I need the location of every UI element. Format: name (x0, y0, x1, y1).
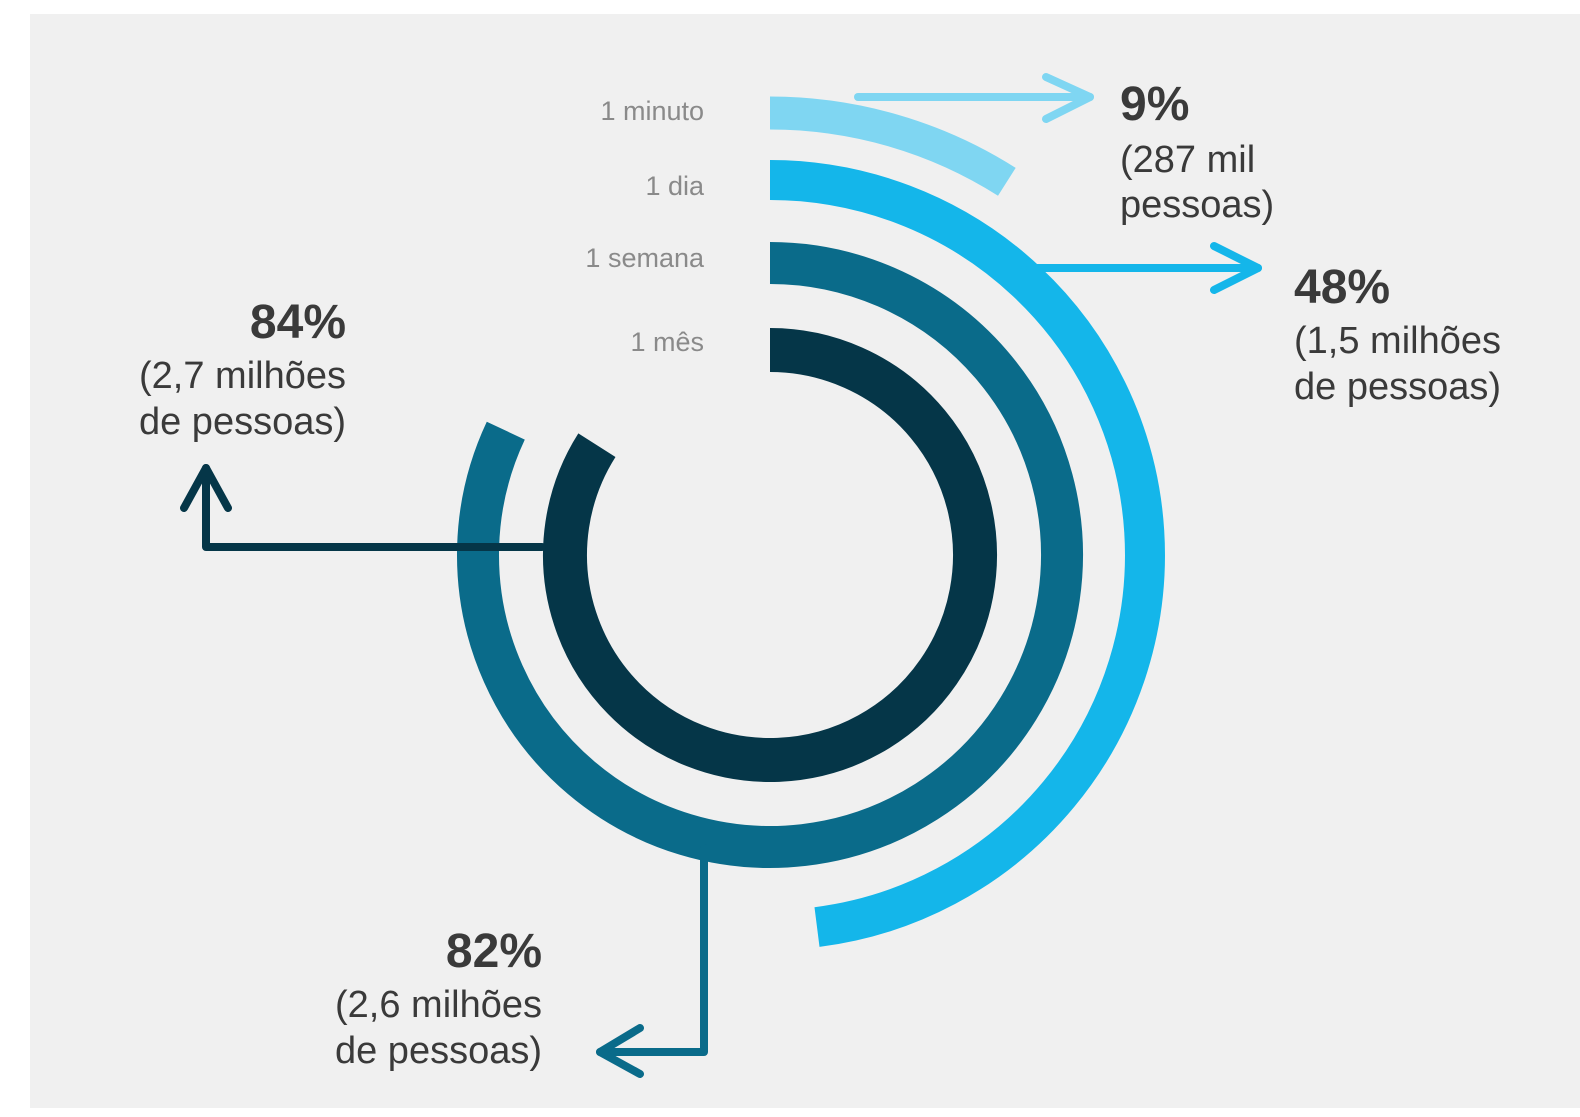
people-label-1-minuto-line-2: pessoas) (1120, 184, 1274, 226)
arrow-1-minuto (854, 73, 1094, 123)
people-label-1-dia-line-2: de pessoas) (1294, 366, 1501, 408)
people-label-1-minuto-line-1: (287 mil (1120, 139, 1255, 181)
ring-label-1-mes: 1 mês (630, 327, 704, 357)
arrow-1-semana (596, 844, 708, 1078)
ring-label-1-minuto: 1 minuto (600, 96, 704, 126)
ring-1-minuto (769, 96, 1016, 196)
ring-label-1-dia: 1 dia (645, 171, 705, 201)
ring-label-1-semana: 1 semana (585, 243, 705, 273)
people-label-1-semana-line-2: de pessoas) (335, 1030, 542, 1072)
ring-1-dia (769, 160, 1165, 947)
ring-1-semana (457, 242, 1083, 868)
people-label-1-semana-line-1: (2,6 milhões (335, 984, 542, 1026)
people-label-1-mes-line-2: de pessoas) (139, 401, 346, 443)
value-label-1-dia: 48% (1294, 261, 1390, 314)
arrow-1-mes (180, 464, 546, 551)
value-label-1-mes: 84% (250, 296, 346, 349)
value-label-1-semana: 82% (446, 925, 542, 978)
people-label-1-mes-line-1: (2,7 milhões (139, 355, 346, 397)
ring-1-mes (543, 328, 997, 782)
people-label-1-dia-line-1: (1,5 milhões (1294, 320, 1501, 362)
value-label-1-minuto: 9% (1120, 78, 1189, 131)
arrow-1-dia (1026, 242, 1262, 294)
